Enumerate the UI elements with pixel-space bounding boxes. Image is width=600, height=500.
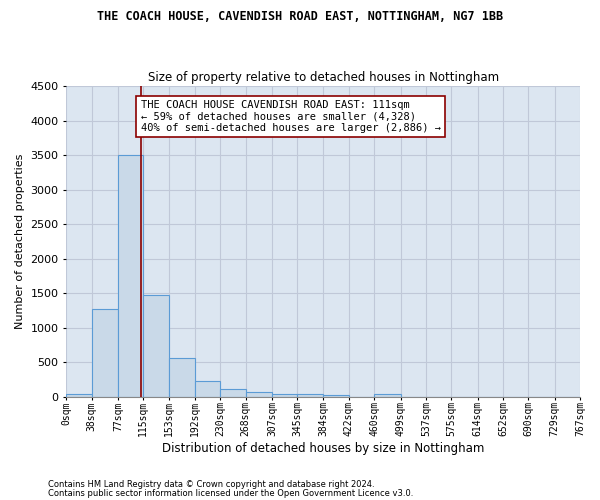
Bar — [246, 392, 272, 397]
Bar — [374, 394, 401, 397]
Bar — [143, 296, 169, 397]
Bar — [195, 381, 220, 397]
Bar — [118, 155, 143, 397]
Text: Contains public sector information licensed under the Open Government Licence v3: Contains public sector information licen… — [48, 488, 413, 498]
Y-axis label: Number of detached properties: Number of detached properties — [15, 154, 25, 329]
Bar — [272, 394, 298, 397]
X-axis label: Distribution of detached houses by size in Nottingham: Distribution of detached houses by size … — [162, 442, 484, 455]
Bar — [220, 390, 246, 397]
Bar — [298, 394, 323, 397]
Bar — [323, 395, 349, 397]
Text: THE COACH HOUSE CAVENDISH ROAD EAST: 111sqm
← 59% of detached houses are smaller: THE COACH HOUSE CAVENDISH ROAD EAST: 111… — [140, 100, 440, 133]
Title: Size of property relative to detached houses in Nottingham: Size of property relative to detached ho… — [148, 70, 499, 84]
Bar — [92, 310, 118, 397]
Text: THE COACH HOUSE, CAVENDISH ROAD EAST, NOTTINGHAM, NG7 1BB: THE COACH HOUSE, CAVENDISH ROAD EAST, NO… — [97, 10, 503, 23]
Bar — [169, 358, 195, 397]
Bar — [67, 394, 92, 397]
Text: Contains HM Land Registry data © Crown copyright and database right 2024.: Contains HM Land Registry data © Crown c… — [48, 480, 374, 489]
